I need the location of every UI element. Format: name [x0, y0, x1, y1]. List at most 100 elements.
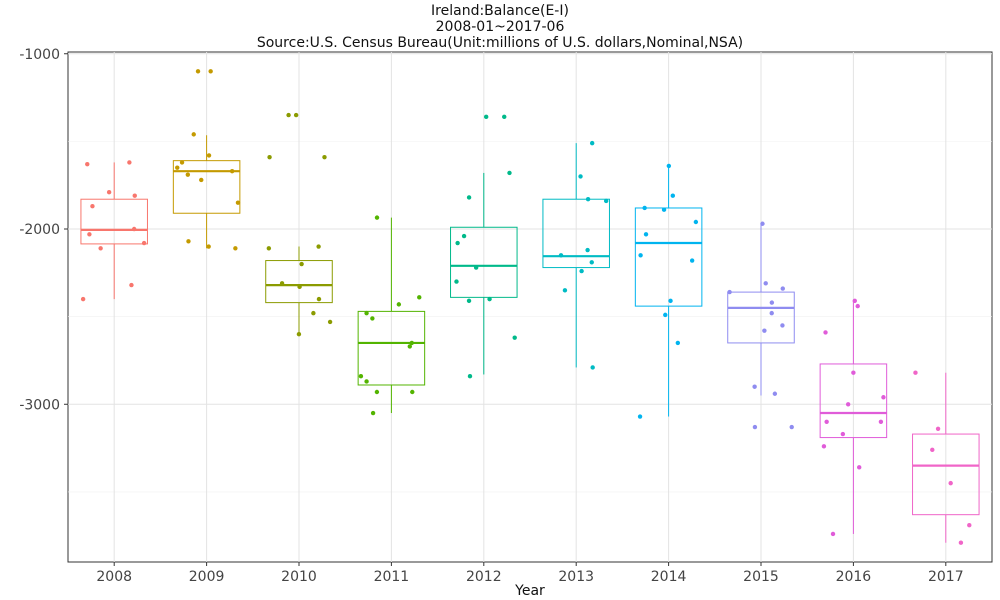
box-body	[912, 433, 980, 516]
x-tick-label: 2009	[189, 569, 225, 585]
box-body	[542, 198, 610, 269]
data-point	[206, 244, 211, 249]
box-2013	[542, 143, 610, 368]
data-point	[661, 207, 667, 212]
box-2009	[172, 135, 241, 249]
points-layer	[80, 69, 972, 545]
data-point	[666, 163, 672, 169]
data-point	[370, 410, 376, 416]
data-point	[585, 247, 590, 253]
data-point	[845, 402, 851, 407]
box-2012	[450, 172, 518, 375]
box-2008	[80, 162, 148, 300]
y-tick-label: -1000	[19, 47, 60, 63]
data-point	[675, 340, 681, 346]
data-point	[589, 260, 594, 265]
data-point	[195, 69, 201, 74]
data-point	[473, 265, 479, 270]
data-point	[80, 296, 86, 302]
data-point	[141, 240, 147, 246]
data-point	[637, 414, 643, 419]
box-2014	[634, 165, 703, 417]
data-point	[466, 195, 472, 200]
data-point	[840, 431, 846, 437]
data-point	[410, 389, 415, 395]
data-point	[87, 232, 92, 237]
box-body	[265, 260, 333, 304]
data-point	[85, 161, 90, 167]
data-point	[930, 447, 935, 453]
data-point	[327, 319, 333, 325]
data-point	[129, 282, 134, 288]
box-body	[357, 310, 426, 386]
x-tick-label: 2011	[374, 569, 410, 585]
data-point	[286, 112, 291, 118]
x-tick-label: 2013	[558, 569, 594, 585]
data-point	[454, 279, 459, 284]
data-point	[483, 114, 489, 120]
data-point	[762, 328, 767, 333]
x-tick-label: 2014	[651, 569, 687, 585]
data-point	[296, 331, 302, 337]
x-tick-label: 2015	[743, 569, 779, 585]
box-2011	[357, 217, 426, 414]
data-point	[461, 233, 467, 239]
data-point	[769, 310, 774, 316]
data-point	[824, 419, 829, 424]
data-point	[370, 316, 375, 321]
data-point	[507, 170, 512, 176]
data-point	[311, 310, 316, 316]
data-point	[857, 465, 862, 470]
data-point	[562, 288, 568, 293]
data-point	[948, 480, 953, 486]
data-point	[364, 379, 369, 384]
data-point	[780, 323, 785, 328]
data-point	[578, 174, 583, 179]
data-point	[358, 374, 364, 379]
data-point	[760, 221, 765, 226]
data-point	[585, 197, 591, 202]
x-axis-title: Year	[514, 583, 545, 599]
data-point	[467, 374, 473, 379]
data-point	[185, 172, 191, 177]
data-point	[638, 253, 643, 258]
data-point	[208, 69, 213, 74]
data-point	[590, 365, 595, 370]
data-point	[830, 531, 836, 537]
chart-title: Ireland:Balance(E-I)	[431, 3, 569, 19]
data-point	[127, 160, 132, 165]
box-body	[450, 226, 518, 298]
data-point	[279, 281, 285, 286]
data-point	[487, 296, 492, 302]
data-point	[266, 246, 272, 251]
data-point	[179, 160, 185, 165]
plot-panel	[67, 51, 993, 563]
box-body	[634, 207, 703, 307]
data-point	[967, 522, 972, 528]
data-point	[186, 239, 191, 244]
chart-source: Source:U.S. Census Bureau(Unit:millions …	[256, 35, 744, 51]
y-axis: -1000 -2000 -3000	[19, 47, 68, 413]
y-tick-label: -2000	[19, 222, 60, 238]
data-point	[299, 261, 304, 267]
chart-subtitle: 2008-01~2017-06	[435, 19, 565, 35]
data-point	[881, 395, 886, 400]
data-point	[589, 140, 595, 146]
data-point	[267, 154, 272, 160]
box-2017	[912, 372, 980, 543]
data-point	[98, 246, 103, 251]
data-point	[374, 389, 380, 395]
data-point	[558, 253, 564, 258]
data-point	[752, 384, 757, 389]
data-point	[512, 335, 517, 340]
data-point	[502, 114, 507, 120]
data-point	[293, 112, 299, 118]
data-point	[191, 132, 196, 137]
data-point	[603, 198, 609, 204]
data-point	[769, 300, 775, 305]
data-point	[763, 281, 768, 286]
data-point	[670, 193, 676, 198]
data-point	[823, 330, 828, 335]
